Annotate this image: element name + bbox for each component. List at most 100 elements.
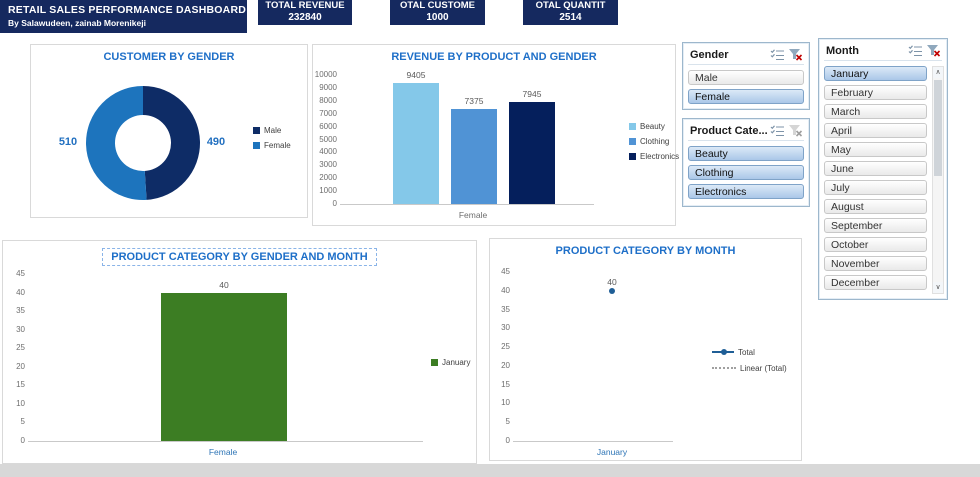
slicer-item-may[interactable]: May [824,142,927,157]
y-tick-label: 35 [501,304,510,314]
bar-data-label: 9405 [406,69,426,80]
y-tick-label: 9000 [319,82,337,92]
y-tick-label: 20 [501,360,510,370]
y-tick-label: 7000 [319,108,337,118]
slicer-item-male[interactable]: Male [688,70,804,85]
chart-title: CUSTOMER BY GENDER [103,51,235,63]
x-category-label: January [596,447,628,457]
product-category-by-gender-and-month-chart[interactable]: PRODUCT CATEGORY BY GENDER AND MONTH Fem… [2,240,477,464]
donut-plot [85,86,200,200]
legend-label: Total [738,347,755,357]
legend-label: Male [264,125,282,135]
slicer-item-list: Beauty Clothing Electronics [688,141,804,199]
y-tick-label: 15 [16,380,25,390]
slicer-item-list: January February March April May June July Augu… [824,61,942,290]
clear-filter-icon[interactable] [788,124,803,137]
customer-by-gender-chart[interactable]: CUSTOMER BY GENDER 510 490 Male Female [30,44,308,218]
y-tick-label: 35 [16,306,25,316]
scrollbar-thumb[interactable] [934,80,942,176]
kpi-label: OTAL CUSTOME [400,0,475,11]
data-point-total [609,287,615,294]
legend-line-swatch [712,349,734,355]
scroll-up-arrow[interactable]: ∧ [933,67,943,78]
x-category-label: Female [208,447,238,457]
slicer-item-october[interactable]: October [824,237,927,252]
chart-title: REVENUE BY PRODUCT AND GENDER [391,51,597,63]
legend-label: Linear (Total) [740,363,787,373]
kpi-value: 1000 [426,12,449,23]
dashboard-title: RETAIL SALES PERFORMANCE DASHBOARD [8,4,247,16]
slicer-item-december[interactable]: December [824,275,927,290]
slicer-item-march[interactable]: March [824,104,927,119]
multi-select-icon[interactable] [908,44,923,57]
chart-title: PRODUCT CATEGORY BY MONTH [555,245,736,257]
revenue-by-product-and-gender-chart[interactable]: REVENUE BY PRODUCT AND GENDER Female 0 10… [312,44,679,226]
scroll-down-arrow[interactable]: ∨ [933,282,943,293]
product-category-by-month-chart[interactable]: PRODUCT CATEGORY BY MONTH January 0 5 10 15… [489,238,802,461]
slicer-item-september[interactable]: September [824,218,927,233]
y-tick-label: 25 [16,343,25,353]
legend-item-male: Male [253,125,281,135]
slicer-item-april[interactable]: April [824,123,927,138]
kpi-value: 2514 [559,12,582,23]
y-tick-label: 10 [501,398,510,408]
bar-data-label: 7945 [522,88,542,99]
kpi-label: TOTAL REVENUE [265,0,345,11]
y-tick-label: 10 [16,398,25,408]
y-tick-label: 0 [505,436,510,445]
y-tick-label: 3000 [319,160,337,170]
y-tick-label: 30 [16,324,25,334]
donut-value-male: 490 [206,136,226,148]
clear-filter-icon[interactable] [788,48,803,61]
y-tick-label: 6000 [319,121,337,131]
kpi-value: 232840 [288,12,322,23]
kpi-total-quantity: OTAL QUANTIT 2514 [523,0,618,25]
legend-dotted-swatch [712,367,736,369]
slicer-item-clothing[interactable]: Clothing [688,165,804,180]
x-axis-line [513,441,673,442]
slicer-item-beauty[interactable]: Beauty [688,146,804,161]
clear-filter-icon[interactable] [926,44,941,57]
legend-color-swatch [431,358,438,366]
slicer-item-female[interactable]: Female [688,89,804,104]
bar-clothing [451,108,497,204]
bar-data-label: 7375 [464,95,484,106]
x-category-label: Female [458,210,488,220]
y-tick-label: 5 [505,417,510,427]
point-data-label: 40 [607,276,617,287]
legend-label: Female [264,140,291,150]
slicer-item-february[interactable]: February [824,85,927,100]
y-tick-label: 8000 [319,95,337,105]
slicer-item-july[interactable]: July [824,180,927,195]
slicer-item-electronics[interactable]: Electronics [688,184,804,199]
dashboard-subtitle: By Salawudeen, zainab Morenikeji [8,18,146,28]
donut-value-female: 510 [58,136,78,148]
legend-color-swatch [629,152,636,160]
y-tick-label: 25 [501,342,510,352]
y-tick-label: 5000 [319,134,337,144]
y-tick-label: 1000 [319,186,337,196]
slicer-item-august[interactable]: August [824,199,927,214]
legend-label: Beauty [640,121,665,131]
y-tick-label: 0 [20,436,25,445]
legend-item-electronics: Electronics [629,151,679,161]
sheet-edge-strip [0,464,980,477]
month-slicer: Month January February March April May June Ju… [818,38,948,300]
y-tick-label: 0 [332,199,337,208]
kpi-total-revenue: TOTAL REVENUE 232840 [258,0,352,25]
donut-slice-female [85,86,147,200]
legend-item-beauty: Beauty [629,121,665,131]
slicer-item-november[interactable]: November [824,256,927,271]
slicer-item-june[interactable]: June [824,161,927,176]
multi-select-icon[interactable] [770,124,785,137]
y-tick-label: 40 [501,285,510,295]
multi-select-icon[interactable] [770,48,785,61]
scrollbar[interactable]: ∧ ∨ [932,66,944,294]
chart-title: PRODUCT CATEGORY BY GENDER AND MONTH [102,248,377,266]
product-category-slicer: Product Cate... Beauty Clothing Electronic… [682,118,810,207]
kpi-label: OTAL QUANTIT [535,0,606,11]
chart-title-selected[interactable]: PRODUCT CATEGORY BY GENDER AND MONTH [3,247,476,266]
gender-slicer: Gender Male Female [682,42,810,110]
legend-label: Electronics [640,151,680,161]
slicer-item-january[interactable]: January [824,66,927,81]
